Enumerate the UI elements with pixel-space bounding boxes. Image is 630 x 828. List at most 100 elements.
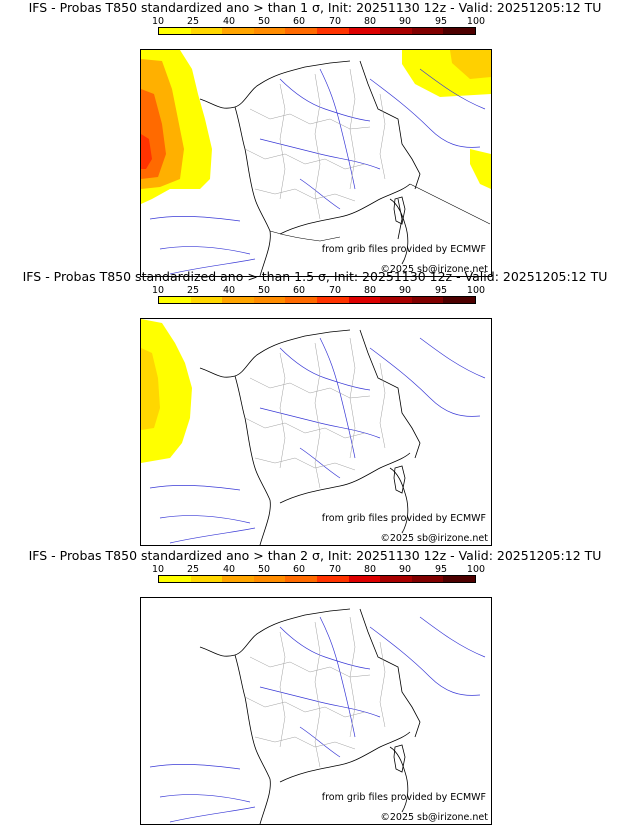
colorbar-label: 60	[292, 285, 306, 296]
colorbar-label: 50	[257, 564, 271, 575]
colorbar-swatch	[411, 297, 444, 303]
copyright-credit: ©2025 sb@irizone.net	[380, 264, 488, 275]
colorbar-label: 90	[398, 285, 412, 296]
colorbar-labels: 10 25 40 50 60 70 80 90 95 100	[152, 564, 485, 575]
colorbar-swatch	[285, 576, 317, 582]
prob-area-ne-mid	[450, 50, 491, 79]
prob-area-max	[141, 134, 152, 169]
france-map: from grib files provided by ECMWF ©2025 …	[140, 49, 492, 277]
colorbar-swatch	[316, 576, 349, 582]
source-credit: from grib files provided by ECMWF	[321, 244, 486, 255]
colorbar-swatch	[159, 576, 191, 582]
colorbar-label: 80	[363, 16, 377, 27]
colorbar-swatch	[222, 297, 254, 303]
copyright-credit: ©2025 sb@irizone.net	[380, 533, 488, 544]
colorbar-label: 25	[186, 16, 200, 27]
rivers	[149, 337, 486, 544]
colorbar-swatch	[348, 28, 381, 34]
colorbar-label: 60	[292, 564, 306, 575]
colorbar-swatch	[285, 28, 317, 34]
colorbar-swatch	[190, 297, 223, 303]
colorbar-swatch	[380, 28, 412, 34]
colorbar-swatch	[411, 28, 444, 34]
colorbar-swatch	[348, 297, 381, 303]
region-boundaries	[244, 337, 386, 489]
map-svg	[140, 318, 492, 546]
colorbar-swatch	[285, 297, 317, 303]
source-credit: from grib files provided by ECMWF	[321, 792, 486, 803]
panel-title: IFS - Probas T850 standardized ano > tha…	[22, 269, 608, 284]
corsica	[393, 744, 406, 773]
colorbar-swatch	[443, 297, 475, 303]
map-svg	[140, 49, 492, 277]
colorbar-label: 70	[328, 285, 342, 296]
colorbar-swatch	[159, 28, 191, 34]
source-credit: from grib files provided by ECMWF	[321, 513, 486, 524]
colorbar-swatch	[316, 297, 349, 303]
colorbar: 10 25 40 50 60 70 80 90 95 100	[152, 285, 485, 309]
coastline	[199, 329, 421, 546]
colorbar-swatch	[190, 576, 223, 582]
colorbar: 10 25 40 50 60 70 80 90 95 100	[152, 16, 485, 40]
colorbar-swatch	[159, 297, 191, 303]
colorbar-label: 10	[151, 285, 165, 296]
colorbar-label: 60	[292, 16, 306, 27]
france-map: from grib files provided by ECMWF ©2025 …	[140, 318, 492, 546]
map-panel-1-5-sigma: IFS - Probas T850 standardized ano > tha…	[0, 269, 630, 546]
colorbar-swatches	[158, 575, 476, 583]
colorbar-label: 80	[363, 564, 377, 575]
colorbar-label: 50	[257, 16, 271, 27]
colorbar-label: 95	[434, 16, 448, 27]
map-frame	[140, 597, 492, 825]
copyright-credit: ©2025 sb@irizone.net	[380, 812, 488, 823]
colorbar-labels: 10 25 40 50 60 70 80 90 95 100	[152, 16, 485, 27]
prob-area-mid	[141, 348, 160, 430]
colorbar-label: 40	[222, 285, 236, 296]
colorbar-label: 90	[398, 564, 412, 575]
colorbar-label: 95	[434, 564, 448, 575]
colorbar-label: 70	[328, 564, 342, 575]
panel-title: IFS - Probas T850 standardized ano > tha…	[28, 548, 602, 563]
border-line	[269, 183, 491, 242]
corsica	[393, 465, 406, 494]
colorbar-label: 40	[222, 16, 236, 27]
map-svg	[140, 597, 492, 825]
colorbar-swatches	[158, 27, 476, 35]
panel-title: IFS - Probas T850 standardized ano > tha…	[28, 0, 602, 15]
map-panel-1-sigma: IFS - Probas T850 standardized ano > tha…	[0, 0, 630, 277]
colorbar-label: 100	[466, 564, 486, 575]
colorbar-label: 100	[466, 285, 486, 296]
region-boundaries	[244, 616, 386, 768]
corsica	[393, 196, 406, 225]
france-map: from grib files provided by ECMWF ©2025 …	[140, 597, 492, 825]
colorbar-swatch	[380, 297, 412, 303]
colorbar-label: 50	[257, 285, 271, 296]
colorbar-label: 90	[398, 16, 412, 27]
colorbar-swatch	[222, 576, 254, 582]
colorbar-swatch	[380, 576, 412, 582]
colorbar-label: 100	[466, 16, 486, 27]
colorbar: 10 25 40 50 60 70 80 90 95 100	[152, 564, 485, 588]
colorbar-label: 10	[151, 16, 165, 27]
colorbar-swatch	[222, 28, 254, 34]
colorbar-label: 25	[186, 285, 200, 296]
region-boundaries	[244, 68, 386, 220]
colorbar-swatch	[190, 28, 223, 34]
map-panel-2-sigma: IFS - Probas T850 standardized ano > tha…	[0, 548, 630, 825]
colorbar-labels: 10 25 40 50 60 70 80 90 95 100	[152, 285, 485, 296]
prob-area-se-low	[470, 149, 491, 189]
colorbar-label: 10	[151, 564, 165, 575]
coastline	[199, 608, 421, 825]
colorbar-swatch	[253, 576, 286, 582]
colorbar-label: 95	[434, 285, 448, 296]
coastline	[199, 60, 421, 277]
colorbar-swatch	[411, 576, 444, 582]
colorbar-swatch	[253, 297, 286, 303]
colorbar-label: 70	[328, 16, 342, 27]
colorbar-swatches	[158, 296, 476, 304]
colorbar-swatch	[443, 28, 475, 34]
colorbar-swatch	[348, 576, 381, 582]
colorbar-label: 40	[222, 564, 236, 575]
colorbar-label: 80	[363, 285, 377, 296]
colorbar-swatch	[316, 28, 349, 34]
